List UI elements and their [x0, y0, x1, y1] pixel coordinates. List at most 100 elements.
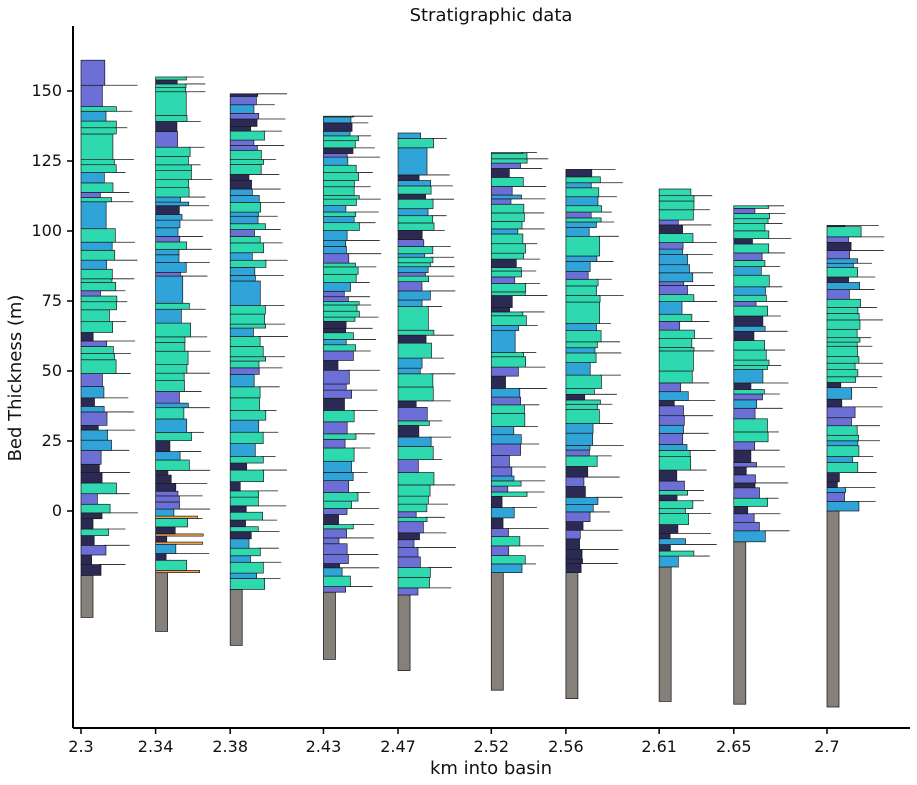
- bed-bar: [229, 526, 259, 532]
- bed-bar: [80, 564, 102, 576]
- bed-bar: [826, 341, 858, 347]
- bed-bar: [155, 187, 190, 198]
- bed-bar: [490, 283, 527, 293]
- bed-bar: [323, 122, 353, 132]
- bed-bar: [397, 266, 429, 273]
- bed-bar: [565, 466, 589, 478]
- bed-bar: [229, 267, 256, 276]
- bed-bar: [397, 503, 428, 513]
- bed-bar: [826, 319, 861, 330]
- bed-bar: [323, 266, 359, 275]
- bed-bar: [323, 290, 345, 298]
- bed-bar: [397, 567, 431, 578]
- bed-bar: [733, 393, 763, 401]
- bed-bar: [826, 313, 860, 321]
- bed-bar: [490, 507, 515, 519]
- bed-bar: [733, 223, 766, 232]
- bed-bar: [155, 459, 190, 471]
- bed-bar: [80, 429, 108, 441]
- bed-bar: [397, 299, 423, 307]
- bed-bar: [733, 294, 767, 302]
- bed-bar: [397, 229, 423, 240]
- bed-bar: [490, 563, 523, 573]
- bed-bar: [490, 212, 525, 222]
- bed-bar: [490, 311, 524, 317]
- bed-bar: [826, 472, 840, 483]
- bed-bar: [658, 432, 684, 445]
- basement-bar: [155, 572, 169, 632]
- bed-bar: [826, 337, 861, 343]
- bed-bar: [229, 386, 261, 399]
- bed-bar: [80, 340, 108, 347]
- bed-bar: [155, 248, 180, 256]
- bed-bar: [826, 242, 852, 251]
- bed-bar: [565, 217, 602, 223]
- bed-bar: [565, 538, 580, 550]
- strat-column: [229, 93, 288, 646]
- y-tick-label: 50: [42, 361, 62, 380]
- bed-bar: [565, 169, 593, 178]
- bed-bar: [397, 436, 432, 447]
- basement-bar: [397, 594, 411, 671]
- bed-bar: [565, 504, 594, 513]
- bed-bar: [229, 112, 260, 120]
- bed-bar: [397, 406, 428, 422]
- bed-bar: [397, 185, 432, 195]
- bed-bar: [397, 547, 419, 558]
- bed-bar: [826, 501, 860, 512]
- bed-bar: [658, 188, 692, 197]
- bed-bar: [826, 298, 861, 308]
- bed-bar: [490, 198, 512, 205]
- bed-bar: [397, 539, 415, 548]
- bed-bar: [323, 140, 356, 149]
- bed-bar: [826, 481, 838, 488]
- bed-bar: [565, 374, 602, 389]
- bed-bar: [155, 91, 187, 116]
- x-tick-label: 2.3: [68, 737, 93, 756]
- bed-bar: [733, 462, 757, 468]
- y-axis-label: Bed Thickness (m): [5, 295, 26, 462]
- bed-bar: [565, 205, 602, 213]
- bed-bar: [80, 373, 103, 387]
- bed-bar: [490, 177, 524, 187]
- bed-bar: [826, 307, 859, 314]
- bed-bar: [733, 208, 756, 214]
- bed-bar: [490, 267, 522, 272]
- x-tick-label: 2.56: [548, 737, 584, 756]
- bed-bar: [80, 228, 116, 243]
- bed-bar: [490, 252, 524, 260]
- bed-bar: [658, 532, 671, 540]
- bed-bar: [397, 425, 420, 438]
- bed-bar: [229, 126, 252, 132]
- bed-bar: [155, 196, 181, 203]
- bed-bar: [397, 180, 431, 187]
- bed-bar: [323, 296, 349, 302]
- bed-bar: [229, 159, 264, 165]
- x-tick-label: 2.61: [641, 737, 677, 756]
- bed-bar: [155, 87, 186, 93]
- bed-bar: [323, 115, 355, 118]
- bed-bar: [229, 139, 255, 146]
- bed-bar: [323, 543, 348, 555]
- chart-title: Stratigraphic data: [410, 5, 573, 26]
- bed-bar: [565, 323, 597, 331]
- bed-bar: [397, 272, 426, 277]
- bed-bar: [80, 425, 99, 431]
- bed-bar: [826, 492, 845, 502]
- bed-bar: [397, 556, 421, 568]
- bed-bar: [565, 476, 585, 487]
- bed-bar: [565, 352, 597, 363]
- bed-bar: [397, 222, 435, 231]
- bed-bar: [229, 259, 267, 268]
- bed-bar: [323, 304, 358, 312]
- bed-bar: [658, 272, 694, 283]
- bed-bar: [80, 133, 114, 161]
- bed-bar: [658, 313, 693, 322]
- bed-bar: [229, 360, 260, 369]
- bed-bar: [733, 407, 756, 420]
- bed-bar: [565, 187, 600, 198]
- bed-bar: [658, 508, 686, 514]
- bed-bar: [155, 490, 179, 497]
- bed-bar: [565, 301, 600, 324]
- bed-bar: [658, 321, 681, 331]
